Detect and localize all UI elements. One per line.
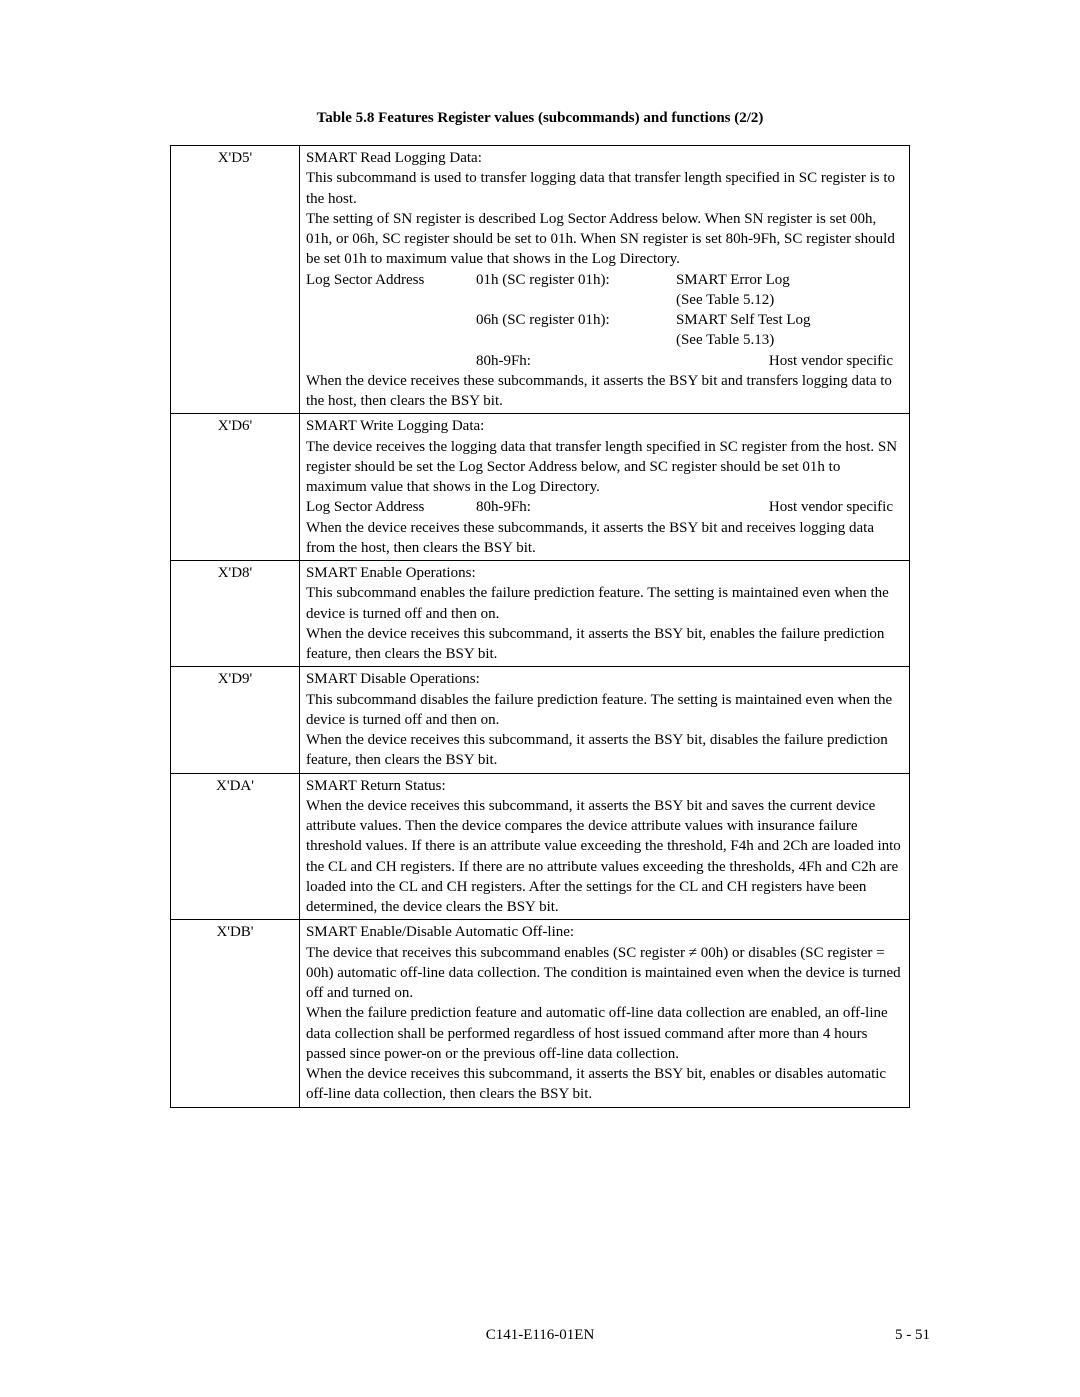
log-label: Log Sector Address <box>306 497 476 517</box>
footer-page-number: 5 - 51 <box>895 1327 930 1344</box>
log-col2: 80h-9Fh: <box>476 497 676 517</box>
line: This subcommand enables the failure pred… <box>306 583 903 624</box>
log-col2: 80h-9Fh: <box>476 351 676 371</box>
table-row: X'D6' SMART Write Logging Data: The devi… <box>171 414 910 561</box>
desc-cell: SMART Read Logging Data: This subcommand… <box>299 146 909 414</box>
line: SMART Enable/Disable Automatic Off-line: <box>306 922 903 942</box>
line: When the device receives these subcomman… <box>306 518 903 559</box>
desc-cell: SMART Disable Operations: This subcomman… <box>299 667 909 773</box>
log-label: Log Sector Address <box>306 270 476 311</box>
line: When the device receives this subcommand… <box>306 1064 903 1105</box>
code-cell: X'DB' <box>171 920 300 1107</box>
log-col2: 06h (SC register 01h): <box>476 310 676 351</box>
log-col3: Host vendor specific <box>676 351 903 371</box>
line: SMART Read Logging Data: <box>306 148 903 168</box>
line: When the device receives these subcomman… <box>306 371 903 412</box>
line: SMART Return Status: <box>306 776 903 796</box>
line: When the device receives this subcommand… <box>306 796 903 918</box>
line: SMART Disable Operations: <box>306 669 903 689</box>
table-row: X'D9' SMART Disable Operations: This sub… <box>171 667 910 773</box>
table-row: X'D5' SMART Read Logging Data: This subc… <box>171 146 910 414</box>
desc-cell: SMART Write Logging Data: The device rec… <box>299 414 909 561</box>
line: SMART Write Logging Data: <box>306 416 903 436</box>
table-row: X'D8' SMART Enable Operations: This subc… <box>171 561 910 667</box>
line: (See Table 5.13) <box>676 330 903 350</box>
line: The device receives the logging data tha… <box>306 437 903 498</box>
code-cell: X'D5' <box>171 146 300 414</box>
code-cell: X'D8' <box>171 561 300 667</box>
line: The setting of SN register is described … <box>306 209 903 270</box>
log-col3: SMART Error Log (See Table 5.12) <box>676 270 903 311</box>
table-title: Table 5.8 Features Register values (subc… <box>120 110 960 127</box>
line: The device that receives this subcommand… <box>306 943 903 1004</box>
desc-cell: SMART Enable Operations: This subcommand… <box>299 561 909 667</box>
line: When the device receives this subcommand… <box>306 730 903 771</box>
line: SMART Enable Operations: <box>306 563 903 583</box>
code-cell: X'D9' <box>171 667 300 773</box>
line: When the device receives this subcommand… <box>306 624 903 665</box>
line: SMART Error Log <box>676 270 903 290</box>
table-row: X'DB' SMART Enable/Disable Automatic Off… <box>171 920 910 1107</box>
log-col2: 01h (SC register 01h): <box>476 270 676 311</box>
desc-cell: SMART Return Status: When the device rec… <box>299 773 909 920</box>
line: This subcommand disables the failure pre… <box>306 690 903 731</box>
code-cell: X'D6' <box>171 414 300 561</box>
code-cell: X'DA' <box>171 773 300 920</box>
log-sector-table: Log Sector Address 01h (SC register 01h)… <box>306 270 903 371</box>
log-col3: Host vendor specific <box>676 497 903 517</box>
line: SMART Self Test Log <box>676 310 903 330</box>
desc-cell: SMART Enable/Disable Automatic Off-line:… <box>299 920 909 1107</box>
table-row: X'DA' SMART Return Status: When the devi… <box>171 773 910 920</box>
line: When the failure prediction feature and … <box>306 1003 903 1064</box>
log-sector-table: Log Sector Address 80h-9Fh: Host vendor … <box>306 497 903 517</box>
log-col3: SMART Self Test Log (See Table 5.13) <box>676 310 903 351</box>
features-table: X'D5' SMART Read Logging Data: This subc… <box>170 145 910 1108</box>
line: This subcommand is used to transfer logg… <box>306 168 903 209</box>
line: (See Table 5.12) <box>676 290 903 310</box>
